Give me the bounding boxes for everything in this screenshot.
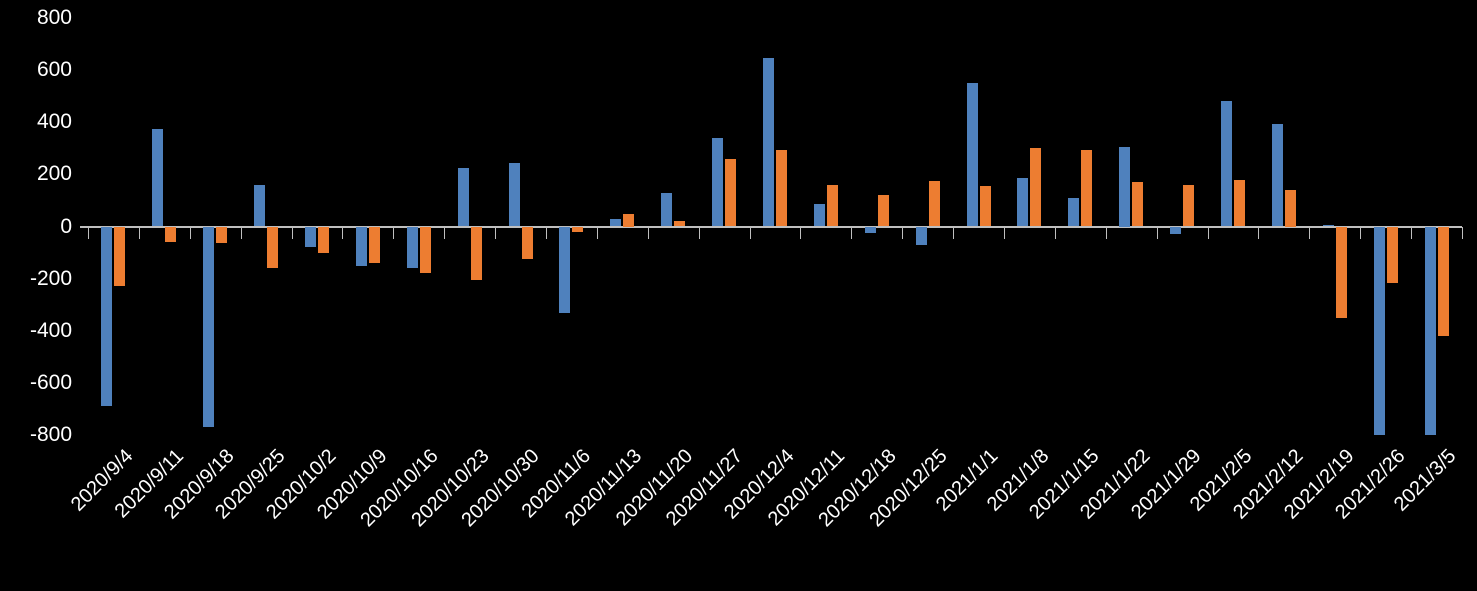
axis-tick (1106, 226, 1107, 239)
y-axis-label: 600 (36, 58, 72, 82)
bar-blue (1119, 147, 1131, 227)
y-axis-label: -800 (29, 423, 72, 446)
bar-blue (1373, 226, 1385, 435)
bar-blue (1322, 225, 1334, 227)
bar-orange (572, 226, 584, 232)
bar-blue (254, 184, 266, 227)
axis-tick (342, 226, 343, 239)
bar-blue (406, 226, 418, 269)
bar-orange (1335, 226, 1347, 318)
bar-blue (1424, 226, 1436, 435)
axis-tick (139, 226, 140, 239)
y-axis-label: -400 (29, 318, 72, 342)
bar-orange (216, 226, 228, 244)
axis-tick (1004, 226, 1005, 239)
axis-tick (1055, 226, 1056, 239)
axis-tick (648, 226, 649, 239)
axis-tick (800, 226, 801, 239)
bar-blue (661, 192, 673, 227)
bar-blue (712, 137, 724, 227)
bar-blue (915, 226, 927, 245)
axis-tick (444, 226, 445, 239)
bar-blue (203, 226, 215, 428)
axis-tick (190, 226, 191, 239)
bar-blue (813, 204, 825, 227)
axis-tick (1258, 226, 1259, 239)
bar-blue (457, 167, 469, 227)
bar-orange (1284, 190, 1296, 227)
bar-blue (305, 226, 316, 248)
bar-orange (1081, 149, 1093, 227)
bar-blue (1170, 226, 1182, 235)
bar-orange (725, 158, 737, 227)
x-axis: 2020/9/4 2020/9/11 2020/9/18 2020/9/25 2020/… (66, 445, 1462, 591)
bar-orange (674, 221, 686, 227)
bar-blue (508, 162, 520, 227)
bar-blue (966, 83, 978, 227)
axis-tick (88, 226, 89, 239)
axis-tick (1157, 226, 1158, 239)
y-axis-label: -200 (29, 266, 72, 290)
bar-blue (1017, 178, 1029, 227)
bar-blue (1068, 197, 1080, 227)
bar-orange (521, 226, 533, 260)
bar-blue (152, 128, 164, 227)
axis-tick (1462, 226, 1463, 239)
x-axis-line (80, 225, 1462, 228)
bar-orange (1132, 182, 1144, 227)
bar-orange (623, 213, 635, 227)
y-axis-label: -600 (29, 370, 72, 394)
bar-orange (165, 226, 177, 243)
axis-tick (546, 226, 547, 239)
bar-orange (318, 226, 329, 253)
bar-blue (763, 58, 774, 227)
axis-tick (750, 226, 751, 239)
y-axis-label: 200 (36, 162, 72, 186)
bar-orange (419, 226, 431, 274)
bar-blue (1271, 123, 1283, 227)
bar-blue (864, 226, 876, 233)
bar-orange (1386, 226, 1398, 283)
bar-orange (1234, 179, 1245, 227)
axis-tick (292, 226, 293, 239)
bar-orange (1437, 226, 1449, 336)
bar-blue (101, 226, 113, 407)
axis-tick (953, 226, 954, 239)
bar-orange (470, 226, 482, 280)
y-axis: 800 600 400 200 0 -200 -400 -600 -800 (0, 6, 72, 446)
bar-orange (979, 186, 991, 227)
bar-blue (610, 218, 622, 227)
axis-tick (699, 226, 700, 239)
y-axis-label: 0 (60, 214, 72, 238)
bar-blue (355, 226, 367, 266)
axis-tick (1411, 226, 1412, 239)
axis-tick (241, 226, 242, 239)
bar-orange (114, 226, 126, 287)
plot-area (80, 18, 1463, 435)
axis-tick (1309, 226, 1310, 239)
bar-orange (1183, 184, 1195, 227)
axis-tick (495, 226, 496, 239)
bar-blue (559, 226, 571, 313)
bar-orange (267, 226, 279, 269)
axis-tick (393, 226, 394, 239)
bar-orange (826, 184, 838, 227)
bar-orange (928, 180, 940, 227)
bar-orange (1030, 148, 1042, 227)
bar-orange (877, 195, 889, 227)
axis-tick (597, 226, 598, 239)
bar-blue (1221, 101, 1232, 227)
y-axis-label: 800 (36, 6, 72, 29)
axis-tick (902, 226, 903, 239)
bar-orange (776, 149, 787, 227)
y-axis-label: 400 (36, 110, 72, 134)
axis-tick (1360, 226, 1361, 239)
bar-orange (368, 226, 380, 263)
axis-tick (1208, 226, 1209, 239)
axis-tick (851, 226, 852, 239)
